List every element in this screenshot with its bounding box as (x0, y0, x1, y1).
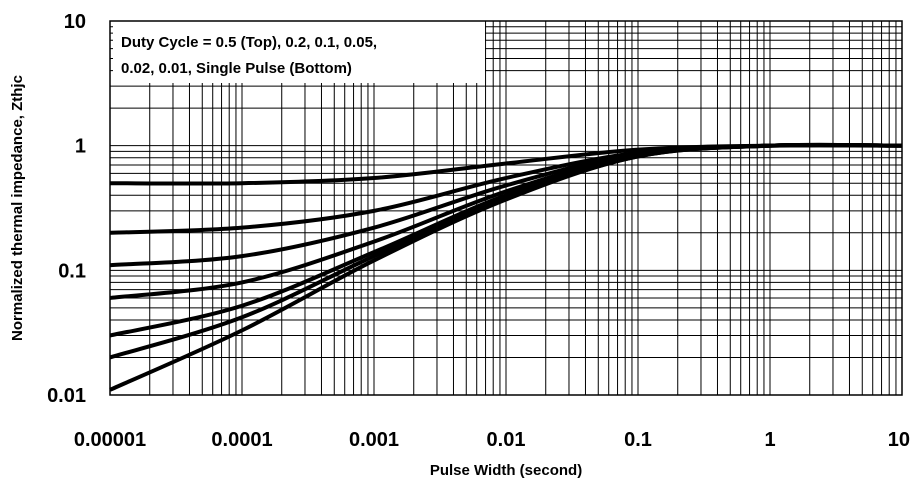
plot-frame (109, 20, 903, 396)
y-axis-label: Normalized thermal impedance, Zthjc (9, 75, 26, 341)
series-line-7 (109, 142, 903, 392)
annotation-line-1: Duty Cycle = 0.5 (Top), 0.2, 0.1, 0.05, (121, 34, 377, 51)
x-tick-label: 0.00001 (74, 429, 146, 451)
x-tick-label: 10 (888, 429, 910, 451)
x-tick-labels: 0.00001 0.0001 0.001 0.01 0.1 1 10 (74, 429, 910, 451)
x-tick-label: 0.0001 (211, 429, 272, 451)
x-tick-label: 0.001 (349, 429, 399, 451)
x-tick-label: 1 (764, 429, 775, 451)
y-tick-label: 0.1 (58, 260, 86, 282)
x-tick-label: 0.01 (487, 429, 526, 451)
annotation-line-2: 0.02, 0.01, Single Pulse (Bottom) (121, 60, 352, 77)
y-tick-labels: 0.01 0.1 1 10 (47, 11, 86, 407)
x-tick-label: 0.1 (624, 429, 652, 451)
y-tick-label: 1 (75, 136, 86, 158)
x-axis-label: Pulse Width (second) (430, 462, 582, 479)
series-layer (109, 142, 903, 392)
grid (110, 21, 902, 395)
y-tick-label: 10 (64, 11, 86, 33)
annotation-box: Duty Cycle = 0.5 (Top), 0.2, 0.1, 0.05, … (113, 21, 485, 83)
y-tick-label: 0.01 (47, 385, 86, 407)
